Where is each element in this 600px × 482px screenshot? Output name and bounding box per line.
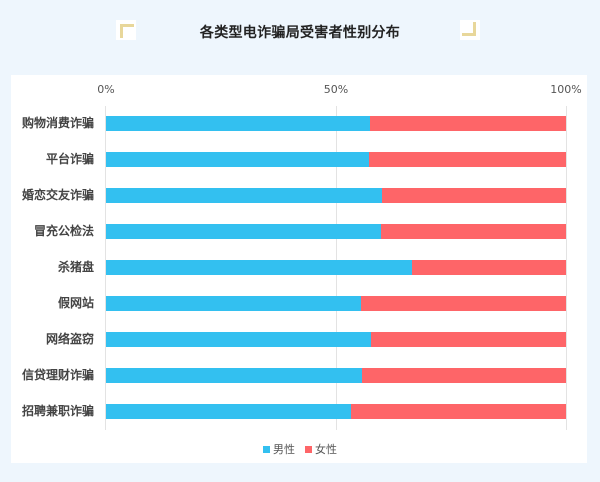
bar-row: 婚恋交友诈骗 [0,188,600,203]
legend: 男性 女性 [0,441,600,457]
male-segment [106,152,370,167]
female-segment [369,152,566,167]
legend-label: 女性 [315,443,337,456]
chart-title: 各类型电诈骗局受害者性别分布 [199,25,401,41]
male-segment [106,296,361,311]
x-tick-label: 0% [97,83,115,96]
male-segment [106,260,412,275]
axis-line-0 [105,106,106,430]
female-swatch-icon [305,445,312,453]
stacked-bar [106,260,566,275]
female-segment [370,332,566,347]
title-bar: 各类型电诈骗局受害者性别分布 [0,0,600,70]
stacked-bar [106,368,566,383]
male-swatch-icon [263,445,270,453]
stacked-bar [106,296,566,311]
bar-row: 招聘兼职诈骗 [0,404,600,419]
male-segment [106,116,371,131]
bar-row: 信贷理财诈骗 [0,368,600,383]
legend-item-male[interactable]: 男性 [263,441,295,457]
x-tick-label: 50% [323,83,349,96]
category-label: 假网站 [57,296,94,310]
category-label: 平台诈骗 [45,152,94,166]
stacked-bar [106,116,566,131]
female-segment [382,188,566,203]
stacked-bar [106,152,566,167]
female-segment [370,116,566,131]
legend-label: 男性 [273,443,295,456]
right-corner-bracket-icon [460,20,480,40]
category-label: 招聘兼职诈骗 [21,404,94,418]
category-label: 购物消费诈骗 [21,116,94,130]
female-segment [411,260,566,275]
female-segment [362,368,566,383]
female-segment [381,224,566,239]
male-segment [106,224,382,239]
bar-row: 网络盗窃 [0,332,600,347]
male-segment [106,404,352,419]
bar-row: 购物消费诈骗 [0,116,600,131]
gridline-100 [566,106,567,430]
bar-row: 杀猪盘 [0,260,600,275]
stacked-bar [106,332,566,347]
x-tick-label: 100% [550,83,582,96]
category-label: 信贷理财诈骗 [21,368,94,382]
category-label: 婚恋交友诈骗 [21,188,94,202]
bar-row: 假网站 [0,296,600,311]
category-label: 杀猪盘 [57,260,94,274]
left-corner-bracket-icon [116,20,136,40]
legend-item-female[interactable]: 女性 [305,441,337,457]
male-segment [106,368,363,383]
bar-row: 平台诈骗 [0,152,600,167]
male-segment [106,332,371,347]
category-label: 网络盗窃 [45,332,94,346]
stacked-bar [106,188,566,203]
female-segment [351,404,566,419]
stacked-bar [106,224,566,239]
category-label: 冒充公检法 [33,224,94,238]
stacked-bar [106,404,566,419]
male-segment [106,188,382,203]
bar-row: 冒充公检法 [0,224,600,239]
female-segment [360,296,566,311]
